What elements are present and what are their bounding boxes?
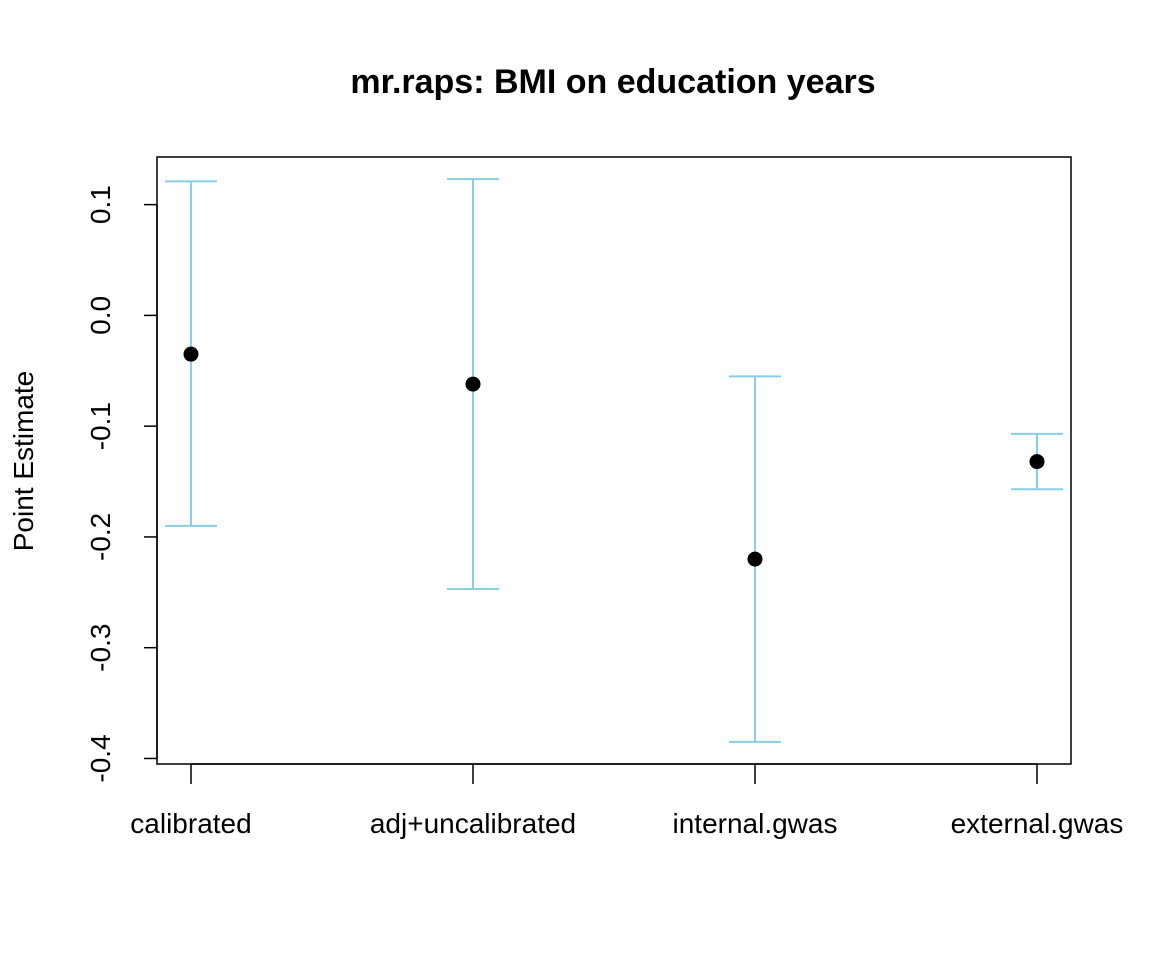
x-tick-label: internal.gwas [673, 808, 838, 839]
y-tick-label: 0.1 [85, 185, 116, 224]
y-tick-label: 0.0 [85, 296, 116, 335]
point-estimate [1029, 454, 1045, 470]
y-tick-label: -0.3 [85, 624, 116, 672]
chart-title: mr.raps: BMI on education years [350, 63, 875, 101]
x-tick-label: calibrated [130, 808, 251, 839]
y-tick-label: -0.4 [85, 734, 116, 782]
x-tick-label: external.gwas [951, 808, 1124, 839]
x-axis: calibrated adj+uncalibrated internal.gwas e… [130, 763, 1124, 839]
point-estimate [183, 346, 199, 362]
y-axis-label: Point Estimate [8, 371, 39, 552]
y-tick-label: -0.2 [85, 513, 116, 561]
plot-frame [156, 156, 1072, 765]
data-marks [165, 178, 1063, 743]
point-estimate [465, 376, 481, 392]
y-tick-label: -0.1 [85, 402, 116, 450]
x-tick-label: adj+uncalibrated [370, 808, 576, 839]
point-estimate [747, 551, 763, 567]
y-axis: -0.4 -0.3 -0.2 -0.1 0.0 0.1 [85, 185, 158, 783]
